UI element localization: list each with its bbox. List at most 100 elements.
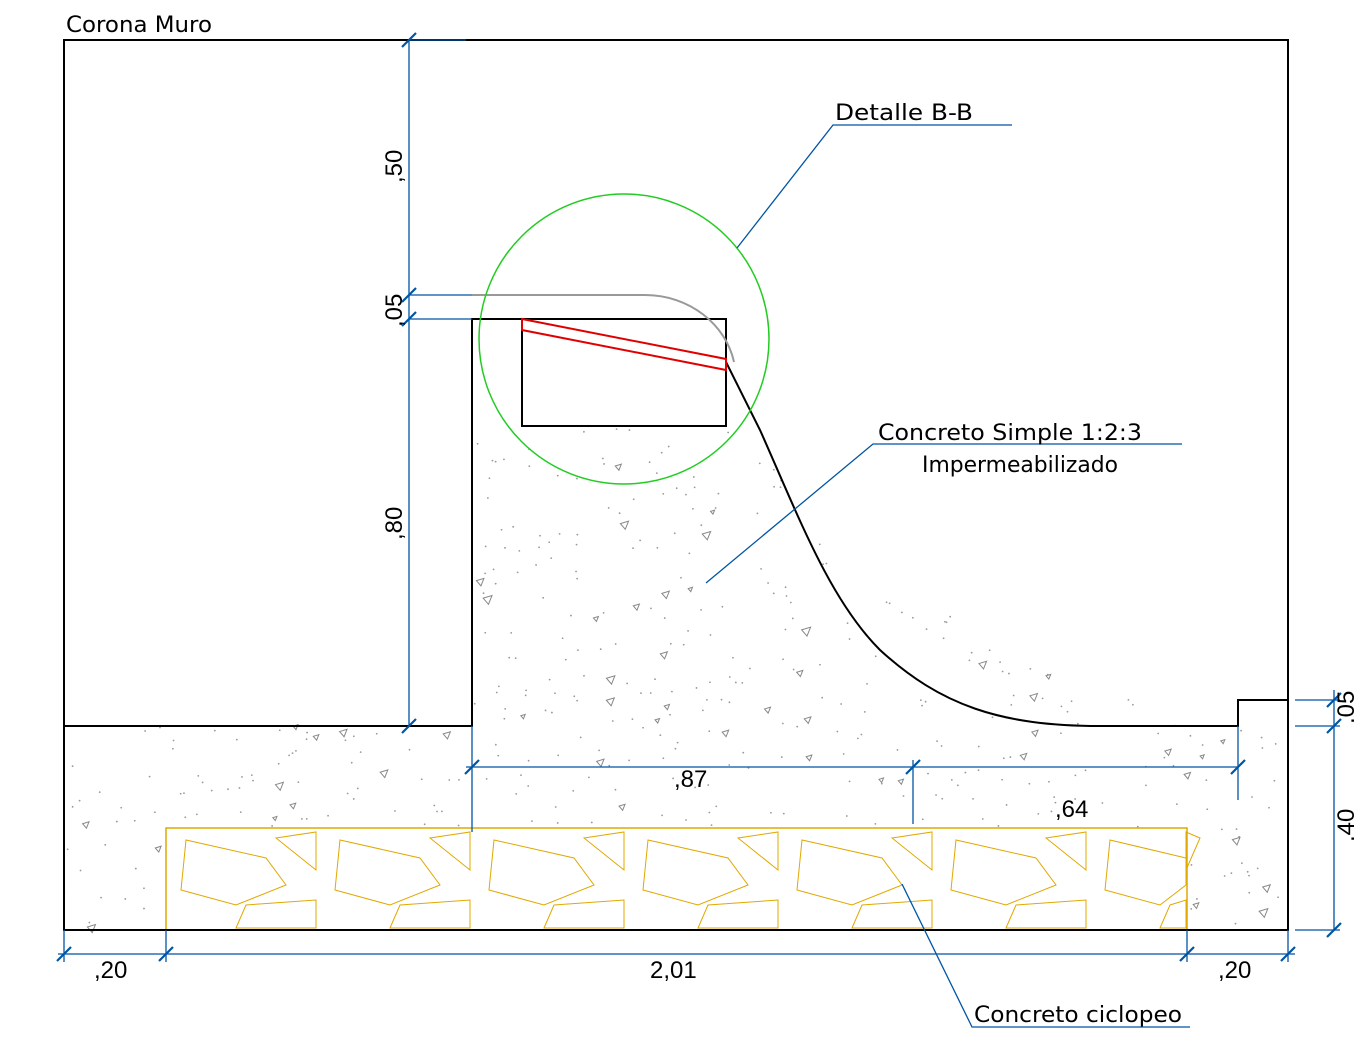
aggregate-mark: [144, 730, 147, 732]
aggregate-mark: [1205, 779, 1208, 781]
aggregate-mark: [346, 792, 349, 795]
aggregate-mark: [956, 784, 959, 787]
aggregate-mark: [1190, 864, 1193, 866]
aggregate-mark: [440, 810, 443, 813]
aggregate-mark: [557, 754, 560, 757]
aggregate-mark: [1183, 771, 1192, 780]
aggregate-mark: [1274, 743, 1277, 745]
aggregate-mark: [860, 733, 863, 736]
aggregate-mark: [1256, 867, 1259, 870]
aggregate-mark: [503, 717, 506, 720]
aggregate-mark: [550, 557, 553, 560]
aggregate-mark: [1074, 774, 1077, 777]
aggregate-mark: [1037, 812, 1040, 815]
aggregate-mark: [599, 648, 602, 651]
aggregate-mark: [510, 632, 513, 634]
aggregate-mark: [442, 730, 452, 740]
aggregate-mark: [1261, 883, 1272, 894]
aggregate-mark: [789, 601, 792, 604]
aggregate-mark: [919, 699, 922, 702]
aggregate-mark: [749, 667, 751, 670]
aggregate-mark: [626, 682, 629, 685]
aggregate-mark: [556, 822, 559, 824]
aggregate-mark: [538, 546, 540, 549]
aggregate-mark: [583, 430, 585, 433]
aggregate-mark: [878, 777, 885, 784]
aggregate-mark: [715, 805, 718, 808]
aggregate-mark: [252, 779, 254, 782]
aggregate-mark: [866, 682, 868, 685]
aggregate-mark: [654, 678, 656, 681]
aggregate-mark: [819, 663, 821, 666]
cyclopean-stone: [697, 899, 779, 929]
aggregate-mark: [944, 620, 946, 623]
aggregate-mark: [394, 810, 396, 812]
aggregate-mark: [660, 451, 663, 454]
aggregate-mark: [605, 674, 616, 686]
dimension-tick: [905, 759, 921, 775]
aggregate-mark: [100, 896, 102, 899]
aggregate-mark: [1251, 796, 1253, 798]
aggregate-mark: [579, 736, 582, 739]
aggregate-mark: [997, 825, 1000, 827]
aggregate-mark: [1030, 729, 1039, 738]
aggregate-mark: [1010, 703, 1013, 706]
aggregate-mark: [721, 605, 724, 608]
aggregate-mark: [297, 781, 300, 784]
aggregate-mark: [88, 921, 91, 924]
aggregate-mark: [539, 534, 541, 537]
aggregate-mark: [518, 550, 521, 552]
aggregate-mark: [682, 643, 685, 646]
aggregate-mark: [632, 547, 634, 550]
aggregate-mark: [1048, 780, 1050, 783]
cyclopean-stone: [642, 839, 749, 906]
aggregate-mark: [968, 659, 971, 662]
aggregate-mark: [1248, 891, 1251, 894]
aggregate-mark: [210, 789, 213, 792]
concrete-simple-label: Concreto Simple 1:2:3: [878, 421, 1142, 446]
aggregate-mark: [611, 720, 614, 722]
detail-circle: [478, 193, 770, 485]
aggregate-mark: [977, 769, 980, 772]
aggregate-mark: [741, 681, 744, 684]
aggregate-mark: [663, 703, 671, 711]
aggregate-mark: [669, 642, 672, 645]
aggregate-mark: [978, 660, 988, 670]
aggregate-mark: [278, 729, 281, 732]
aggregate-mark: [701, 709, 704, 712]
aggregate-mark: [670, 690, 673, 693]
dimension-tick: [401, 32, 417, 48]
aggregate-mark: [482, 594, 493, 606]
aggregate-mark: [288, 754, 290, 757]
aggregate-mark: [675, 487, 678, 490]
aggregate-mark: [1273, 779, 1276, 782]
aggregate-mark: [133, 819, 136, 822]
aggregate-mark: [564, 658, 567, 661]
aggregate-mark: [520, 774, 522, 777]
section-outline: [63, 39, 1289, 931]
dimension-ticks: [56, 32, 1342, 962]
aggregate-mark: [662, 492, 665, 495]
aggregate-mark: [972, 797, 974, 800]
aggregate-mark: [795, 669, 804, 678]
aggregate-mark: [911, 616, 914, 619]
aggregate-mark: [583, 674, 585, 677]
aggregate-mark: [576, 533, 579, 536]
aggregate-mark: [1163, 748, 1173, 757]
aggregate-mark: [601, 457, 604, 460]
aggregate-mark: [782, 658, 784, 661]
dimension-tick: [464, 759, 480, 775]
aggregate-mark: [338, 728, 348, 738]
cyclopean-stone: [488, 839, 595, 906]
aggregate-mark: [570, 614, 572, 617]
aggregate-mark: [1028, 782, 1031, 785]
aggregate-mark: [1029, 667, 1032, 670]
cyclopean-stone: [543, 899, 625, 929]
aggregate-mark: [734, 681, 737, 684]
aggregate-mark: [1192, 902, 1200, 910]
aggregate-mark: [573, 695, 576, 698]
aggregate-mark: [508, 656, 511, 659]
aggregate-mark: [772, 468, 775, 471]
aggregate-mark: [1008, 672, 1010, 675]
rounded-edge-reference: [472, 294, 735, 363]
